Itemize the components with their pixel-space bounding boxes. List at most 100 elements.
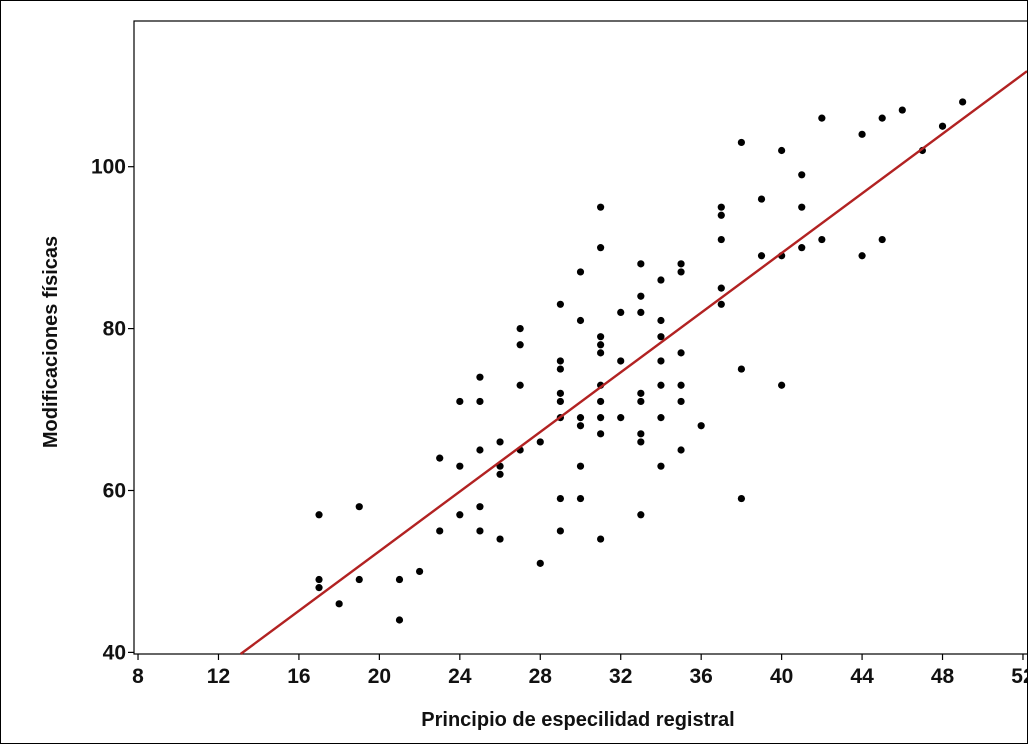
data-point [677,446,685,454]
data-point [778,146,786,155]
data-point [476,397,484,406]
data-point [597,535,605,543]
data-point [597,349,605,357]
data-point [617,414,625,422]
data-point [315,575,323,584]
data-point [456,511,464,519]
points-layer [315,98,967,624]
data-point [315,584,323,592]
data-point [496,535,504,543]
data-point [637,511,645,519]
data-point [898,106,906,114]
x-tick-label: 52 [1011,665,1027,688]
data-point [617,357,625,365]
data-point [556,389,564,397]
x-tick-label: 20 [368,665,391,688]
data-point [657,316,665,325]
data-point [536,438,544,446]
data-point [737,365,746,373]
data-point [657,414,665,422]
data-point [657,381,665,389]
data-point [456,397,464,406]
x-tick-label: 36 [689,665,712,688]
data-point [717,300,725,308]
plot-border [133,20,1027,655]
data-point [798,244,806,252]
data-point [436,527,444,535]
data-point [717,203,725,211]
plot-area [133,20,1027,655]
data-point [637,292,645,300]
y-tick-label: 80 [103,318,126,341]
data-point [496,470,504,478]
x-tick-label: 32 [609,665,632,688]
y-tick-label: 40 [103,641,126,664]
data-point [617,308,625,317]
data-point [556,527,564,535]
data-point [476,446,484,454]
data-point [576,414,585,422]
data-point [476,373,484,381]
data-point [938,122,947,130]
fit-line-layer [239,70,1027,655]
data-point [355,575,363,584]
data-point [576,268,585,276]
x-tick-label: 40 [770,665,793,688]
data-point [757,252,766,260]
data-point [798,203,806,211]
y-tick-label: 100 [91,156,126,179]
data-point [717,211,725,219]
data-point [516,381,524,389]
data-point [637,389,645,397]
data-point [335,600,343,608]
data-point [637,430,645,438]
data-point [677,397,685,406]
data-point [637,308,645,317]
x-tick-label: 12 [207,665,230,688]
x-axis-title: Principio de especilidad registral [421,709,734,731]
data-point [556,365,564,373]
axes-layer: 8 12 16 20 24 28 32 36 40 44 48 52 40 60 80 100 [91,156,1027,688]
data-point [878,235,886,244]
x-tick-label: 44 [850,665,874,688]
data-point [717,235,725,244]
x-tick-label: 48 [931,665,955,688]
data-point [677,381,685,389]
data-point [415,567,424,576]
data-point [556,357,564,365]
x-tick-label: 28 [529,665,553,688]
data-point [818,235,826,244]
data-point [476,527,484,535]
data-point [637,438,645,446]
x-tick-label: 24 [448,665,472,688]
data-point [677,349,685,357]
data-point [959,98,967,106]
data-point [597,414,605,422]
data-point [556,397,564,406]
data-point [858,130,866,138]
data-point [315,511,323,519]
data-point [778,381,786,389]
data-point [737,138,746,147]
data-point [717,284,725,292]
data-point [677,260,685,268]
data-point [818,114,826,122]
data-point [657,462,665,470]
data-point [597,333,605,341]
data-point [576,494,585,503]
data-point [395,616,404,624]
data-point [597,430,605,438]
x-tick-label: 8 [132,665,144,688]
data-point [576,316,585,325]
data-point [516,324,524,333]
data-point [556,494,564,503]
data-point [657,276,665,284]
data-point [878,114,886,122]
data-point [657,357,665,365]
data-point [536,559,544,567]
data-point [597,244,605,252]
data-point [556,300,564,308]
x-tick-label: 16 [287,665,310,688]
